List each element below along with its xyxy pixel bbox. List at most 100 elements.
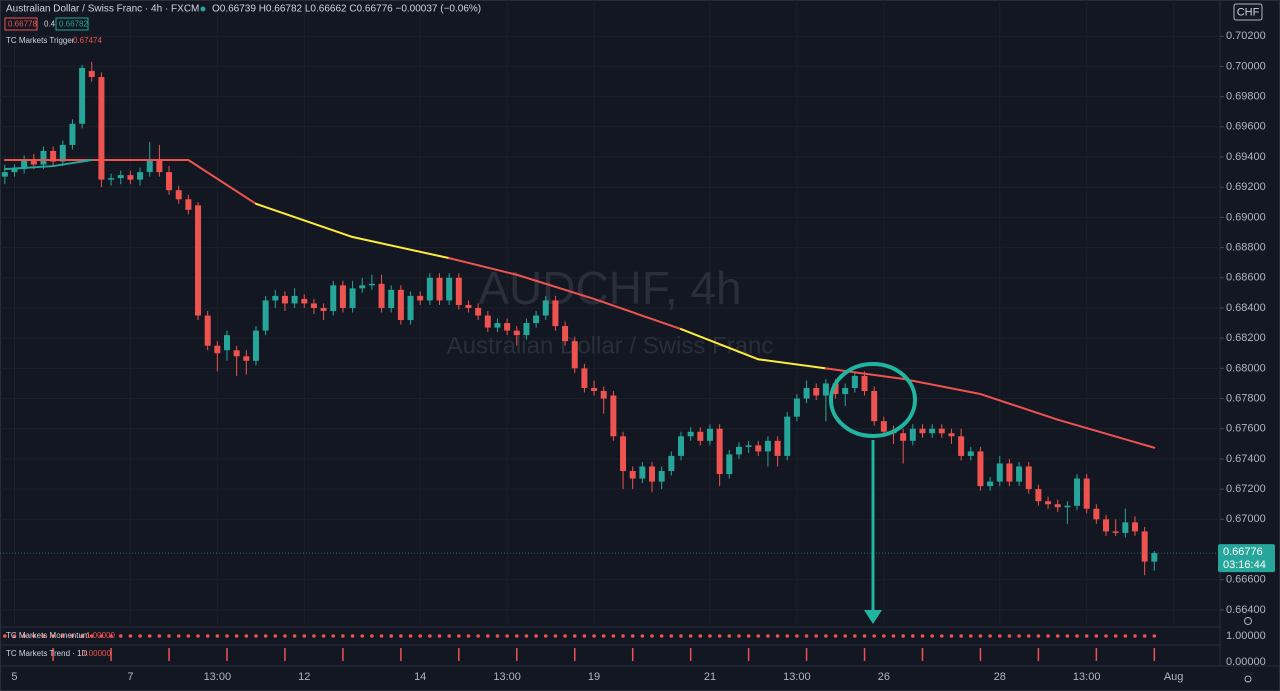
momentum-dot (321, 634, 326, 638)
candle-body (678, 436, 684, 456)
momentum-dot (138, 634, 142, 638)
momentum-dot (1094, 634, 1099, 638)
momentum-dot (167, 634, 171, 638)
legend-box (55, 17, 89, 31)
momentum-dot (60, 634, 65, 638)
y-tick-label: 0.67400 (1226, 453, 1266, 465)
candle-body (59, 144, 66, 162)
candle-body (349, 288, 356, 308)
momentum-dot (1026, 634, 1031, 638)
indicator-label: TC Markets Trend · 1D (6, 649, 88, 658)
candle-body (1074, 478, 1081, 506)
legend-value: 0.66778 (8, 20, 37, 29)
y-tick-label: 0.66600 (1226, 574, 1266, 586)
candle-body (1112, 531, 1119, 533)
x-tick-label: 26 (878, 671, 890, 683)
momentum-dot (611, 634, 616, 638)
legend-entry: TC Markets Trigger (6, 36, 75, 45)
candle-body (581, 368, 588, 388)
momentum-dot (978, 634, 983, 638)
last-price-label: 0.66776 (1223, 546, 1263, 558)
momentum-dot (379, 634, 384, 638)
candle-body (813, 387, 820, 396)
momentum-dot (1046, 634, 1050, 638)
momentum-dot (553, 634, 558, 638)
momentum-dot (872, 634, 876, 638)
candle-body (697, 431, 704, 441)
candle-body (803, 387, 810, 399)
candle-body (320, 307, 327, 311)
x-tick-label: 7 (127, 671, 133, 683)
momentum-dot (186, 634, 191, 638)
momentum-dot (621, 634, 625, 638)
candle-body (1122, 522, 1129, 533)
momentum-dot (737, 634, 741, 638)
ma-line (902, 377, 982, 396)
candle-body (735, 446, 742, 455)
candle-body (987, 481, 994, 487)
momentum-dot (476, 634, 480, 638)
x-tick-label: 21 (704, 671, 716, 683)
grid (0, 0, 1220, 625)
y-tick-label: 0.66400 (1226, 604, 1266, 616)
momentum-dot (292, 634, 297, 638)
candle-body (426, 277, 433, 301)
x-tick-label: 13:00 (1073, 671, 1101, 683)
momentum-dot (572, 634, 577, 638)
candle-body (793, 398, 800, 417)
momentum-dot (408, 634, 413, 638)
y-tick-label: 0.67600 (1226, 423, 1266, 435)
candle-body (716, 428, 723, 475)
momentum-dot (1036, 634, 1041, 638)
candle-body (484, 315, 491, 328)
candle-body (629, 471, 636, 479)
momentum-dot (669, 634, 674, 638)
candle-body (552, 300, 559, 327)
candle-body (1045, 501, 1052, 505)
momentum-dot (254, 634, 258, 638)
momentum-dot (1104, 634, 1108, 638)
momentum-dot (814, 634, 819, 638)
candle-body (407, 295, 414, 321)
candle-body (958, 436, 965, 456)
momentum-dot (901, 634, 905, 638)
momentum-dot (360, 634, 365, 638)
momentum-dot (640, 634, 645, 638)
x-tick-label: Aug (1164, 671, 1184, 683)
momentum-dot (1017, 634, 1021, 638)
settings-icon[interactable] (1244, 617, 1252, 625)
momentum-dot (679, 634, 683, 638)
momentum-dot (514, 634, 519, 638)
currency[interactable]: CHF (1237, 6, 1260, 18)
candle-body (310, 303, 317, 308)
candle-body (668, 455, 675, 472)
candle-body (1093, 508, 1100, 520)
ma-line (187, 159, 257, 205)
candle-body (1064, 505, 1071, 508)
candle-body (562, 326, 569, 342)
momentum-dot (708, 634, 712, 638)
y-tick-label: 0.67200 (1226, 483, 1266, 495)
candle-body (784, 416, 791, 456)
momentum-dot (833, 634, 838, 638)
momentum-dot (302, 634, 307, 638)
momentum-dot (1142, 634, 1147, 638)
candle-body (494, 323, 501, 328)
momentum-dot (1133, 634, 1137, 638)
candle-body (397, 289, 404, 321)
candle-body (204, 315, 211, 346)
candle-body (880, 421, 887, 432)
momentum-dot (32, 634, 36, 638)
momentum-dot (118, 634, 123, 638)
indicator-label: TC Markets Momentum (6, 631, 90, 640)
settings-icon[interactable] (1244, 675, 1252, 683)
momentum-dot (447, 634, 451, 638)
y-tick-label: 0.67800 (1226, 392, 1266, 404)
currency-box[interactable] (1233, 3, 1263, 21)
momentum-dot (920, 634, 925, 638)
annotation-arrowhead (864, 610, 882, 624)
momentum-dot (949, 634, 954, 638)
momentum-dot (698, 634, 703, 638)
y-tick-label: 0.70000 (1226, 60, 1266, 72)
candle-body (475, 307, 482, 316)
